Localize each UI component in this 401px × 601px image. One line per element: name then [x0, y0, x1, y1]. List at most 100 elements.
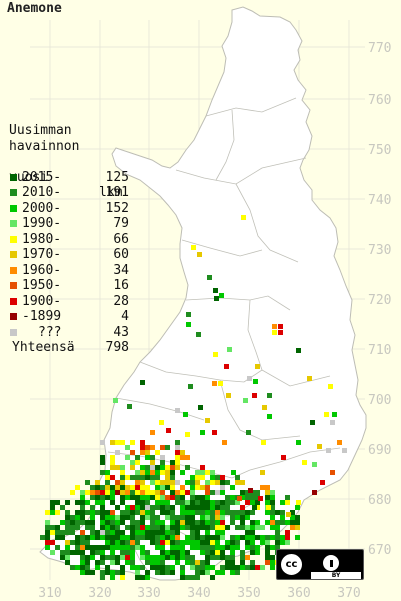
- observation-cell: [180, 500, 185, 505]
- observation-cell: [100, 525, 105, 530]
- observation-cell: [245, 515, 250, 520]
- observation-cell: [180, 470, 185, 475]
- legend-item: 1900- 28: [9, 293, 129, 310]
- observation-cell: [120, 530, 125, 535]
- observation-cell: [225, 480, 230, 485]
- observation-cell: [75, 545, 80, 550]
- observation-cell: [150, 430, 155, 435]
- observation-cell: [100, 570, 105, 575]
- observation-cell: [85, 555, 90, 560]
- observation-cell: [155, 560, 160, 565]
- observation-cell: [155, 520, 160, 525]
- legend-item-label: 1900-: [22, 293, 62, 309]
- observation-cell: [210, 550, 215, 555]
- observation-cell: [210, 510, 215, 515]
- observation-cell: [165, 515, 170, 520]
- observation-cell: [302, 460, 307, 465]
- observation-cell: [296, 500, 301, 505]
- observation-cell: [75, 550, 80, 555]
- observation-cell: [220, 505, 225, 510]
- observation-cell: [195, 545, 200, 550]
- observation-cell: [160, 495, 165, 500]
- observation-cell: [240, 560, 245, 565]
- observation-cell: [90, 550, 95, 555]
- observation-cell: [110, 525, 115, 530]
- observation-cell: [285, 530, 290, 535]
- observation-cell: [80, 500, 85, 505]
- legend-item-count: 34: [113, 262, 129, 278]
- observation-cell: [150, 495, 155, 500]
- legend-item-count: 191: [105, 185, 129, 200]
- observation-cell: [265, 520, 270, 525]
- observation-cell: [85, 560, 90, 565]
- observation-cell: [155, 470, 160, 475]
- observation-cell: [213, 352, 218, 357]
- observation-cell: [175, 560, 180, 565]
- observation-cell: [45, 520, 50, 525]
- observation-cell: [215, 510, 220, 515]
- observation-cell: [50, 525, 55, 530]
- observation-cell: [120, 535, 125, 540]
- observation-cell: [342, 448, 347, 453]
- observation-cell: [240, 490, 245, 495]
- observation-cell: [155, 545, 160, 550]
- observation-cell: [170, 510, 175, 515]
- observation-cell: [100, 515, 105, 520]
- legend-item-count: 43: [113, 324, 129, 340]
- observation-cell: [170, 470, 175, 475]
- observation-cell: [80, 540, 85, 545]
- observation-cell: [215, 480, 220, 485]
- observation-cell: [85, 510, 90, 515]
- observation-cell: [110, 560, 115, 565]
- observation-cell: [140, 565, 145, 570]
- observation-cell: [190, 520, 195, 525]
- observation-cell: [180, 550, 185, 555]
- observation-cell: [250, 500, 255, 505]
- observation-cell: [328, 384, 333, 389]
- observation-cell: [150, 505, 155, 510]
- observation-cell: [165, 500, 170, 505]
- observation-cell: [330, 470, 335, 475]
- observation-cell: [145, 575, 150, 580]
- observation-cell: [160, 445, 165, 450]
- observation-cell: [175, 445, 180, 450]
- observation-cell: [160, 520, 165, 525]
- observation-cell: [130, 515, 135, 520]
- observation-cell: [70, 525, 75, 530]
- observation-cell: [190, 485, 195, 490]
- observation-cell: [145, 490, 150, 495]
- observation-cell: [175, 495, 180, 500]
- observation-cell: [115, 525, 120, 530]
- observation-cell: [185, 500, 190, 505]
- observation-cell: [110, 440, 115, 445]
- observation-cell: [270, 525, 275, 530]
- observation-cell: [130, 540, 135, 545]
- observation-cell: [210, 515, 215, 520]
- observation-cell: [60, 530, 65, 535]
- observation-cell: [250, 525, 255, 530]
- observation-cell: [130, 560, 135, 565]
- observation-cell: [100, 440, 105, 445]
- observation-cell: [175, 500, 180, 505]
- observation-cell: [170, 460, 175, 465]
- observation-cell: [166, 428, 171, 433]
- observation-cell: [90, 515, 95, 520]
- observation-cell: [120, 475, 125, 480]
- observation-cell: [115, 530, 120, 535]
- observation-cell: [225, 560, 230, 565]
- observation-cell: [246, 430, 251, 435]
- observation-cell: [275, 525, 280, 530]
- observation-cell: [65, 510, 70, 515]
- legend-item: 1970- 60: [9, 247, 129, 263]
- observation-cell: [105, 470, 110, 475]
- observation-cell: [200, 550, 205, 555]
- observation-cell: [225, 525, 230, 530]
- observation-cell: [95, 490, 100, 495]
- observation-cell: [190, 540, 195, 545]
- observation-cell: [125, 505, 130, 510]
- observation-cell: [215, 525, 220, 530]
- observation-cell: [165, 555, 170, 560]
- observation-cell: [266, 505, 271, 510]
- observation-cell: [150, 520, 155, 525]
- observation-cell: [295, 515, 300, 520]
